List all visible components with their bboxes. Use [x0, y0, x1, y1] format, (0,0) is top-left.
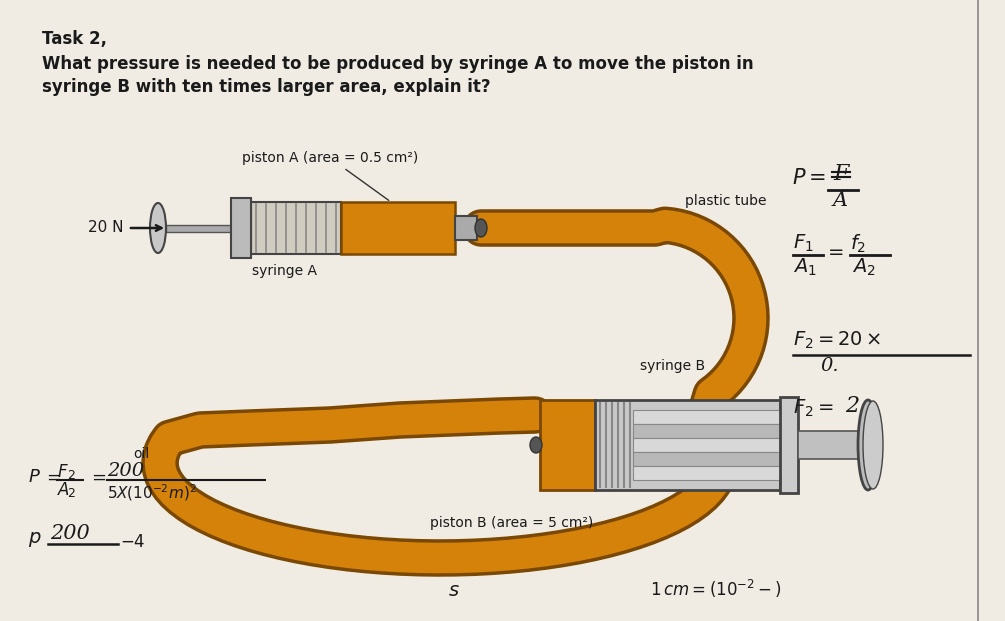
Ellipse shape	[863, 401, 883, 489]
Text: $s$: $s$	[448, 582, 459, 600]
Bar	[633, 410, 780, 424]
Ellipse shape	[530, 437, 542, 453]
Text: $F_2=$: $F_2=$	[793, 398, 833, 419]
Text: What pressure is needed to be produced by syringe A to move the piston in: What pressure is needed to be produced b…	[42, 55, 754, 73]
Ellipse shape	[150, 203, 166, 253]
Text: A: A	[833, 191, 848, 210]
Bar	[780, 397, 798, 493]
Text: 2: 2	[67, 487, 75, 500]
Text: syringe A: syringe A	[252, 264, 318, 278]
Ellipse shape	[858, 400, 878, 490]
Text: Task 2,: Task 2,	[42, 30, 107, 48]
Bar	[231, 198, 251, 258]
Bar	[166, 225, 231, 232]
Text: syringe B: syringe B	[640, 359, 706, 373]
Text: 200: 200	[50, 524, 89, 543]
Text: syringe B with ten times larger area, explain it?: syringe B with ten times larger area, ex…	[42, 78, 490, 96]
Text: $p$: $p$	[28, 530, 41, 549]
Text: $5X(10^{-2}m)^2$: $5X(10^{-2}m)^2$	[107, 482, 197, 503]
Text: piston A (area = 0.5 cm²): piston A (area = 0.5 cm²)	[242, 151, 418, 201]
Text: $=$: $=$	[43, 468, 61, 486]
Ellipse shape	[475, 219, 487, 237]
Text: $-4$: $-4$	[120, 534, 146, 551]
Text: plastic tube: plastic tube	[685, 194, 767, 208]
Bar	[341, 202, 455, 254]
Text: $F$: $F$	[57, 464, 68, 481]
Text: 200: 200	[107, 462, 144, 480]
Bar	[633, 438, 780, 452]
Text: oil: oil	[133, 447, 150, 461]
Text: $f_2$: $f_2$	[850, 233, 866, 255]
Text: $P=$: $P=$	[792, 168, 826, 188]
Text: F: F	[833, 163, 848, 185]
Text: 0.: 0.	[820, 357, 838, 375]
Bar	[633, 452, 780, 466]
Text: $A$: $A$	[57, 482, 70, 499]
Bar	[251, 202, 341, 254]
Bar	[633, 466, 780, 480]
Text: 20 N: 20 N	[88, 220, 124, 235]
Text: $F_1$: $F_1$	[793, 233, 814, 255]
Text: $F_2 = 20\times$: $F_2 = 20\times$	[793, 330, 881, 351]
Text: $P$: $P$	[28, 468, 41, 486]
Text: 2: 2	[845, 395, 859, 417]
Bar	[633, 424, 780, 438]
Text: $A_2$: $A_2$	[852, 257, 875, 278]
Bar	[595, 400, 780, 490]
Text: $=$: $=$	[88, 468, 107, 486]
Text: 2: 2	[67, 469, 75, 482]
Text: =: =	[828, 243, 844, 262]
Bar	[540, 400, 595, 490]
Text: $A_1$: $A_1$	[793, 257, 817, 278]
Text: piston B (area = 5 cm²): piston B (area = 5 cm²)	[430, 516, 593, 530]
Bar	[455, 216, 477, 240]
Bar	[798, 431, 868, 459]
Text: $1\,cm = (10^{-2}-)$: $1\,cm = (10^{-2}-)$	[650, 578, 782, 600]
